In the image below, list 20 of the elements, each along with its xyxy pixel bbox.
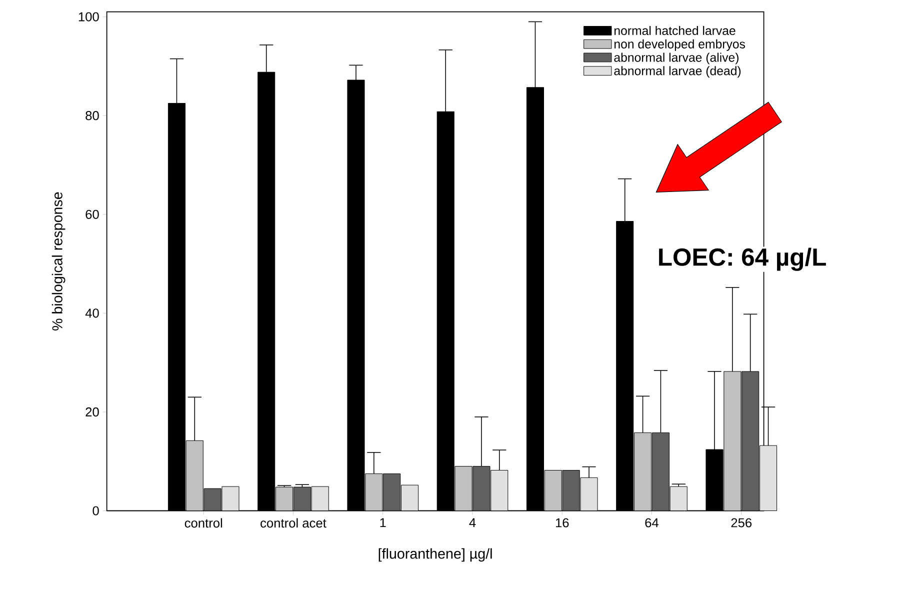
y-tick-label: 60 xyxy=(86,210,99,220)
x-tick-label: 256 xyxy=(731,518,752,528)
legend-label: abnormal larvae (dead) xyxy=(614,66,741,78)
legend-label: normal hatched larvae xyxy=(614,26,736,36)
y-tick-label: 80 xyxy=(86,111,99,120)
x-axis-title: [fluoranthene] µg/l xyxy=(378,548,492,562)
y-tick-label: 40 xyxy=(85,308,99,318)
legend-label: abnormal larvae (alive) xyxy=(614,52,738,64)
x-tick-label: control xyxy=(184,518,222,528)
y-axis-title: % biological response xyxy=(52,192,66,331)
x-tick-label: 1 xyxy=(380,518,386,528)
x-tick-label: 64 xyxy=(645,518,659,528)
x-tick-label: control acet xyxy=(260,518,326,528)
annotation: LOEC: 64 µg/L xyxy=(659,248,826,272)
legend-label: non developed embryos xyxy=(614,40,746,52)
y-tick-label: 0 xyxy=(92,506,99,516)
y-tick-label: 100 xyxy=(78,12,99,22)
x-tick-label: 16 xyxy=(556,518,569,528)
x-tick-label: 4 xyxy=(469,518,476,528)
y-tick-label: 20 xyxy=(86,408,99,417)
